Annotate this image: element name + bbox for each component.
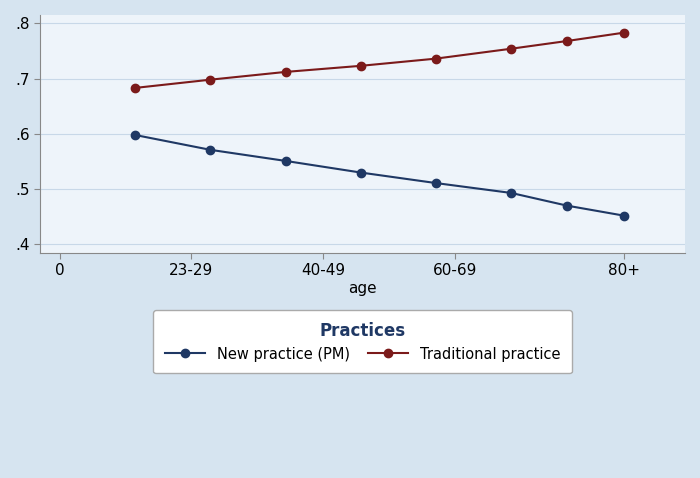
- Legend: New practice (PM), Traditional practice: New practice (PM), Traditional practice: [153, 310, 572, 373]
- Traditional practice: [563, 38, 571, 44]
- Traditional practice: [131, 85, 139, 91]
- Traditional practice: [620, 30, 628, 35]
- Traditional practice: [206, 77, 215, 83]
- New practice (PM): [131, 132, 139, 138]
- Traditional practice: [507, 46, 515, 52]
- New practice (PM): [281, 158, 290, 164]
- Line: Traditional practice: Traditional practice: [131, 29, 628, 92]
- Line: New practice (PM): New practice (PM): [131, 131, 628, 220]
- Traditional practice: [356, 63, 365, 69]
- New practice (PM): [206, 147, 215, 152]
- New practice (PM): [507, 190, 515, 196]
- X-axis label: age: age: [348, 281, 377, 296]
- Traditional practice: [431, 56, 440, 62]
- Traditional practice: [281, 69, 290, 75]
- New practice (PM): [431, 180, 440, 186]
- New practice (PM): [620, 213, 628, 218]
- New practice (PM): [356, 170, 365, 175]
- New practice (PM): [563, 203, 571, 208]
